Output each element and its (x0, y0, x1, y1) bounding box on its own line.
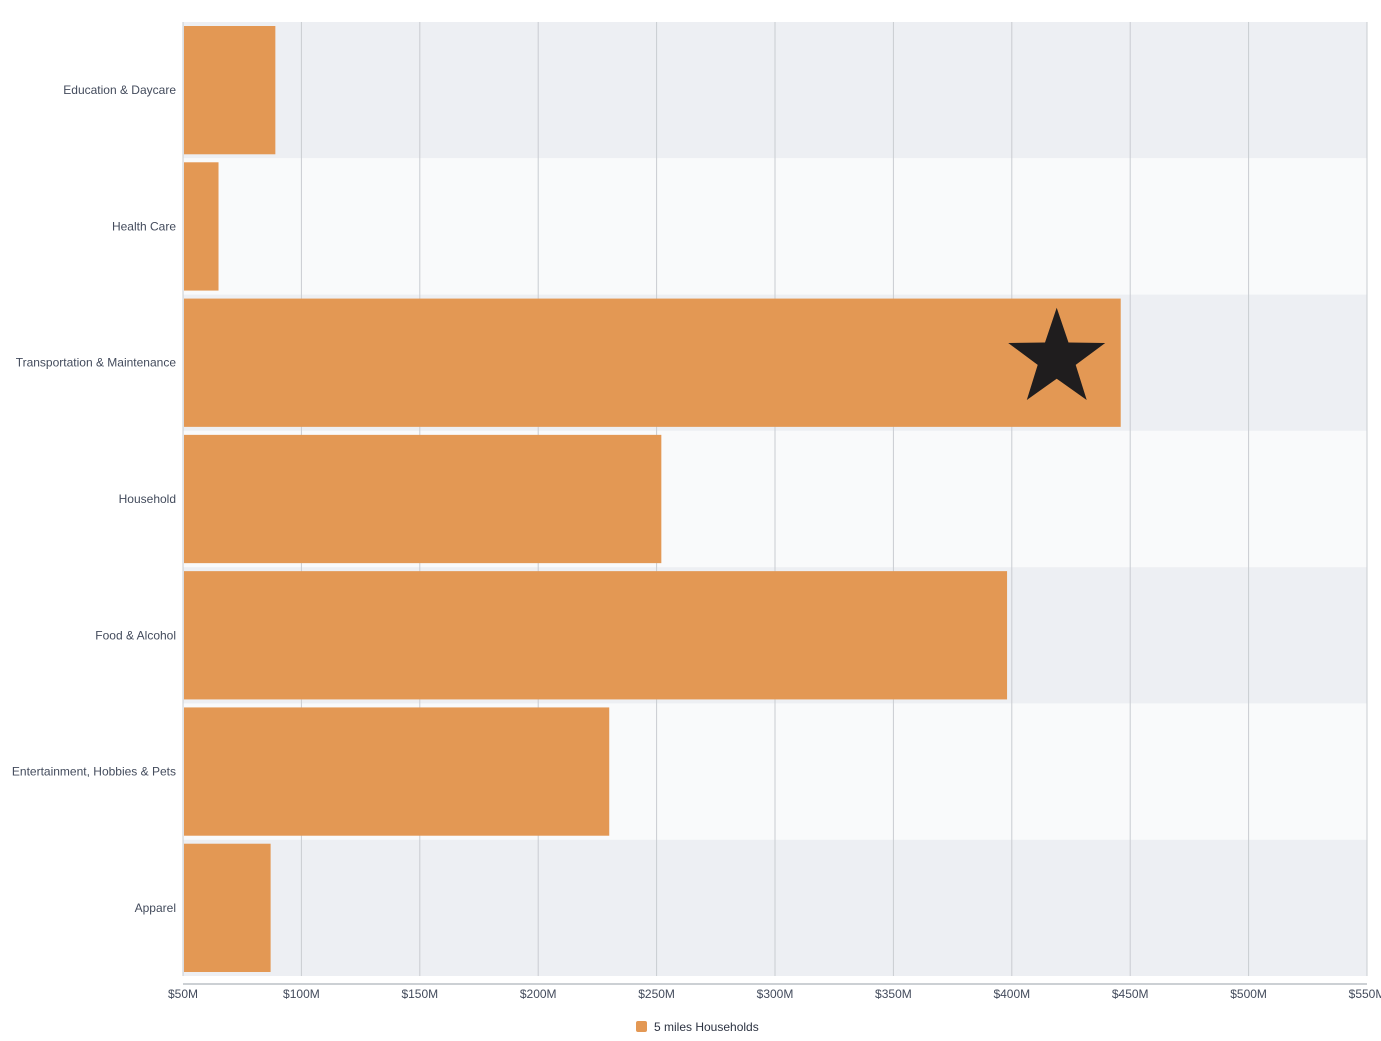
x-tick-label: $250M (638, 987, 675, 1001)
x-tick-label: $400M (993, 987, 1030, 1001)
bar[interactable] (184, 162, 219, 291)
bar[interactable] (184, 571, 1008, 700)
bar[interactable] (184, 26, 276, 155)
bar[interactable] (184, 298, 1121, 427)
x-tick-label: $150M (401, 987, 438, 1001)
star-icon (1008, 307, 1106, 400)
x-tick-label: $300M (757, 987, 794, 1001)
legend-label[interactable]: 5 miles Households (654, 1020, 759, 1034)
x-tick-label: $200M (520, 987, 557, 1001)
x-tick-label: $500M (1230, 987, 1267, 1001)
bars (184, 26, 1121, 972)
x-tick-label: $350M (875, 987, 912, 1001)
category-label: Education & Daycare (63, 83, 176, 97)
category-label: Transportation & Maintenance (16, 356, 177, 370)
category-label: Health Care (112, 219, 176, 233)
y-axis-labels: Education & Daycare Health Care Transporta… (12, 83, 176, 915)
category-label: Entertainment, Hobbies & Pets (12, 765, 176, 779)
category-label: Food & Alcohol (95, 628, 176, 642)
legend-swatch[interactable] (636, 1021, 647, 1032)
category-label: Apparel (135, 901, 176, 915)
x-tick-label: $100M (283, 987, 320, 1001)
x-tick-label: $450M (1112, 987, 1149, 1001)
bar[interactable] (184, 434, 662, 564)
category-label: Household (119, 492, 176, 506)
legend[interactable]: 5 miles Households (636, 1020, 759, 1034)
bar[interactable] (184, 843, 271, 972)
x-tick-label: $550M (1349, 987, 1381, 1001)
x-axis: $50M $100M $150M $200M $250M $300M $350M $400M $… (168, 983, 1381, 1001)
x-tick-label: $50M (168, 987, 198, 1001)
bar[interactable] (184, 707, 610, 836)
markers (1008, 307, 1106, 400)
